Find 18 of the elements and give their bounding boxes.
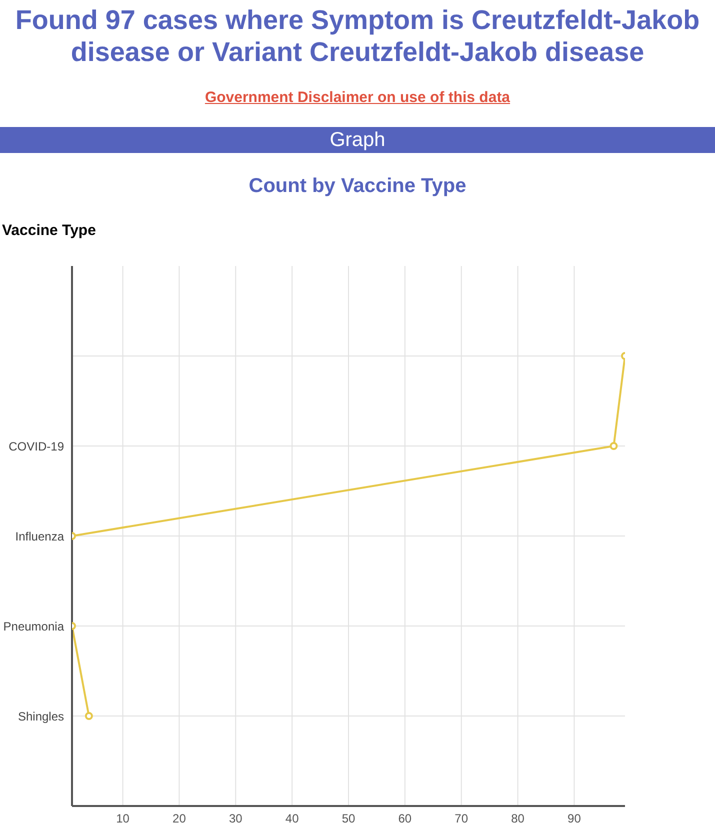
y-tick-label: COVID-19 (8, 439, 64, 454)
y-axis-title: Vaccine Type (2, 222, 96, 239)
chart-title: Found 97 cases where Symptom is Creutzfeldt-Jakob disease or Variant Creutzfeldt-Jakob disease (14, 4, 701, 68)
x-tick-label: 70 (454, 812, 468, 826)
x-tick-label: 40 (285, 812, 300, 826)
text: Government Disclaimer on use of this data (204, 89, 512, 106)
x-tick-label: 90 (568, 812, 582, 826)
x-tick-label: 60 (398, 812, 412, 826)
y-tick-label: Influenza (15, 529, 64, 544)
x-tick-label: 80 (511, 812, 525, 826)
x-tick-label: 30 (228, 812, 243, 826)
y-tick-label: Pneumonia (3, 619, 64, 634)
text: Graph (0, 127, 715, 153)
y-tick-label: Shingles (18, 709, 64, 724)
x-tick-label: 50 (342, 812, 356, 826)
x-tick-label: 20 (172, 812, 186, 826)
chart-subtitle: Count by Vaccine Type (248, 175, 468, 198)
x-tick-label: 10 (116, 812, 130, 826)
